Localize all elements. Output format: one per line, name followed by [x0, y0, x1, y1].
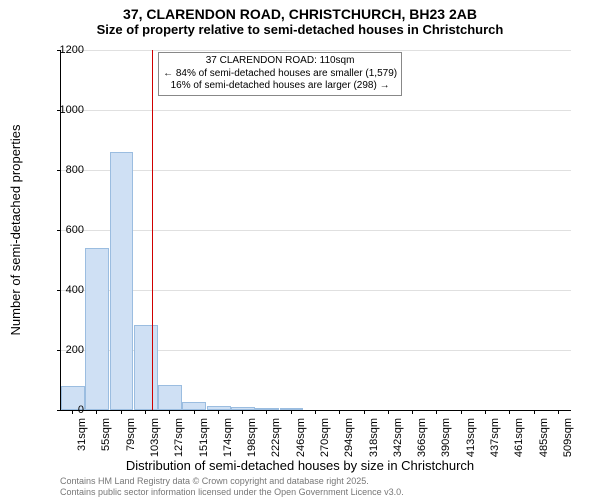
x-tick-label: 366sqm — [416, 418, 428, 457]
y-axis-label: Number of semi-detached properties — [8, 125, 23, 336]
x-tick-label: 318sqm — [368, 418, 380, 457]
histogram-bar — [85, 248, 109, 410]
grid-line — [61, 50, 571, 51]
histogram-bar — [134, 325, 158, 411]
x-tick-mark — [72, 410, 73, 414]
x-tick-mark — [242, 410, 243, 414]
annotation-line1: 37 CLARENDON ROAD: 110sqm — [163, 55, 397, 68]
x-tick-label: 151sqm — [198, 418, 210, 457]
x-tick-label: 198sqm — [246, 418, 258, 457]
plot-area — [60, 50, 571, 411]
y-tick-label: 1200 — [44, 44, 84, 56]
marker-line — [152, 50, 153, 410]
grid-line — [61, 110, 571, 111]
x-tick-label: 437sqm — [489, 418, 501, 457]
x-tick-mark — [339, 410, 340, 414]
x-tick-label: 246sqm — [295, 418, 307, 457]
x-tick-mark — [412, 410, 413, 414]
x-tick-label: 509sqm — [562, 418, 574, 457]
x-tick-mark — [509, 410, 510, 414]
x-tick-label: 79sqm — [125, 418, 137, 451]
x-tick-label: 103sqm — [149, 418, 161, 457]
histogram-bar — [110, 152, 134, 410]
x-tick-mark — [485, 410, 486, 414]
grid-line — [61, 170, 571, 171]
y-tick-label: 800 — [44, 164, 84, 176]
x-tick-mark — [169, 410, 170, 414]
x-tick-label: 174sqm — [222, 418, 234, 457]
x-tick-mark — [558, 410, 559, 414]
chart-container: 37, CLARENDON ROAD, CHRISTCHURCH, BH23 2… — [0, 0, 600, 500]
x-tick-label: 31sqm — [76, 418, 88, 451]
annotation-line3: 16% of semi-detached houses are larger (… — [163, 80, 397, 93]
x-tick-mark — [145, 410, 146, 414]
y-tick-label: 1000 — [44, 104, 84, 116]
footer-line2: Contains public sector information licen… — [60, 487, 404, 498]
x-tick-mark — [388, 410, 389, 414]
x-tick-mark — [266, 410, 267, 414]
chart-title-main: 37, CLARENDON ROAD, CHRISTCHURCH, BH23 2… — [0, 0, 600, 22]
x-tick-label: 294sqm — [343, 418, 355, 457]
annotation-box: 37 CLARENDON ROAD: 110sqm ← 84% of semi-… — [158, 52, 402, 96]
x-tick-label: 413sqm — [465, 418, 477, 457]
x-tick-mark — [364, 410, 365, 414]
x-tick-mark — [121, 410, 122, 414]
x-axis-label: Distribution of semi-detached houses by … — [0, 458, 600, 473]
x-tick-mark — [291, 410, 292, 414]
x-tick-mark — [534, 410, 535, 414]
y-tick-label: 400 — [44, 284, 84, 296]
histogram-bar — [158, 385, 182, 411]
footer-note: Contains HM Land Registry data © Crown c… — [60, 476, 404, 498]
x-tick-mark — [218, 410, 219, 414]
x-tick-mark — [315, 410, 316, 414]
y-tick-label: 600 — [44, 224, 84, 236]
grid-line — [61, 290, 571, 291]
annotation-line2: ← 84% of semi-detached houses are smalle… — [163, 68, 397, 81]
x-tick-mark — [461, 410, 462, 414]
x-tick-mark — [96, 410, 97, 414]
x-tick-label: 390sqm — [440, 418, 452, 457]
x-tick-label: 485sqm — [538, 418, 550, 457]
chart-title-sub: Size of property relative to semi-detach… — [0, 22, 600, 41]
y-tick-label: 0 — [44, 404, 84, 416]
footer-line1: Contains HM Land Registry data © Crown c… — [60, 476, 404, 487]
x-tick-label: 222sqm — [270, 418, 282, 457]
x-tick-label: 270sqm — [319, 418, 331, 457]
x-tick-label: 461sqm — [513, 418, 525, 457]
grid-line — [61, 230, 571, 231]
x-tick-label: 342sqm — [392, 418, 404, 457]
x-tick-mark — [436, 410, 437, 414]
histogram-bar — [182, 402, 206, 410]
x-tick-label: 55sqm — [100, 418, 112, 451]
x-tick-label: 127sqm — [173, 418, 185, 457]
x-tick-mark — [194, 410, 195, 414]
y-tick-label: 200 — [44, 344, 84, 356]
